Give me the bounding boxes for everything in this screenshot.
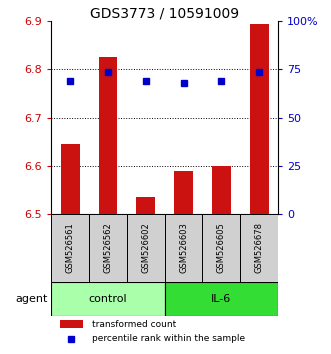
Text: percentile rank within the sample: percentile rank within the sample xyxy=(92,334,245,343)
Text: agent: agent xyxy=(15,294,48,304)
Bar xyxy=(61,144,80,214)
Bar xyxy=(51,214,89,281)
Bar xyxy=(136,197,155,214)
Text: transformed count: transformed count xyxy=(92,320,176,329)
Text: GSM526605: GSM526605 xyxy=(217,222,226,273)
Bar xyxy=(240,214,278,281)
Bar xyxy=(250,24,268,214)
Bar xyxy=(99,57,118,214)
Bar xyxy=(60,320,83,329)
Bar xyxy=(174,171,193,214)
Text: GSM526603: GSM526603 xyxy=(179,222,188,273)
Bar xyxy=(51,281,165,316)
Text: IL-6: IL-6 xyxy=(211,294,231,304)
Bar xyxy=(165,281,278,316)
Bar xyxy=(212,166,231,214)
Text: GSM526678: GSM526678 xyxy=(255,222,264,273)
Text: control: control xyxy=(89,294,127,304)
Text: GSM526562: GSM526562 xyxy=(104,222,113,273)
Bar xyxy=(165,214,203,281)
Bar xyxy=(203,214,240,281)
Bar xyxy=(127,214,165,281)
Title: GDS3773 / 10591009: GDS3773 / 10591009 xyxy=(90,6,239,20)
Bar xyxy=(89,214,127,281)
Text: GSM526602: GSM526602 xyxy=(141,222,150,273)
Text: GSM526561: GSM526561 xyxy=(66,222,75,273)
